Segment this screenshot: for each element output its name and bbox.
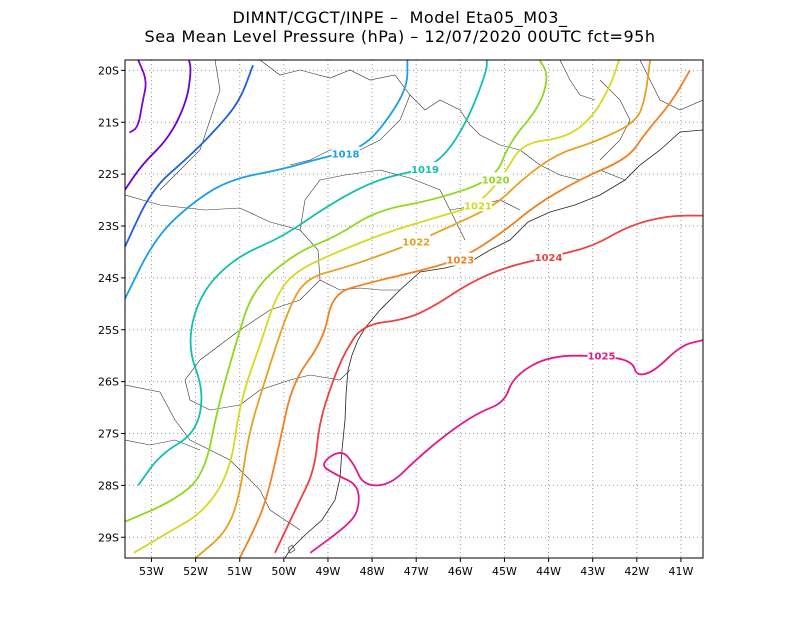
- y-tick-label: 26S: [98, 376, 119, 389]
- isobar-1024: [274, 214, 703, 554]
- isobar-label-1025: 1025: [588, 352, 616, 363]
- isobar-label-1018: 1018: [332, 149, 360, 160]
- isobar-label-1024: 1024: [535, 253, 563, 264]
- isobar-1015: [128, 60, 147, 134]
- isobar-label-bg: [446, 252, 475, 266]
- isobar-label-bg: [411, 161, 440, 175]
- x-tick-label: 43W: [580, 565, 605, 578]
- chart-title-line-1: DIMNT/CGCT/INPE – Model Eta05_M03_: [232, 8, 568, 27]
- x-tick-label: 48W: [360, 565, 385, 578]
- y-tick-label: 23S: [98, 220, 119, 233]
- y-tick-label: 28S: [98, 479, 119, 492]
- x-tick-label: 44W: [536, 565, 561, 578]
- y-tick-label: 20S: [98, 64, 119, 77]
- x-tick-label: 53W: [139, 565, 164, 578]
- isobar-1016: [125, 60, 192, 191]
- isobar-label-bg: [481, 172, 510, 186]
- isobar-label-bg: [331, 146, 360, 160]
- island: [287, 544, 296, 554]
- y-tick-label: 25S: [98, 324, 119, 337]
- isobar-label-bg: [402, 234, 431, 248]
- x-tick-label: 49W: [316, 565, 341, 578]
- isobar-1018: [125, 60, 409, 299]
- x-tick-label: 51W: [227, 565, 252, 578]
- x-tick-label: 41W: [669, 565, 694, 578]
- plot-frame: [124, 59, 704, 559]
- y-tick-label: 29S: [98, 531, 119, 544]
- y-tick-label: 22S: [98, 168, 119, 181]
- x-axis: 53W 52W 51W 50W 49W 48W 47W 46W 45W 44W 43W 42W 41W: [139, 558, 693, 578]
- isobars: [125, 60, 703, 558]
- isobar-label-1022: 1022: [402, 238, 430, 249]
- isobar-label-1020: 1020: [482, 175, 510, 186]
- isobar-label-1021: 1021: [464, 201, 492, 212]
- x-tick-label: 52W: [183, 565, 208, 578]
- isobar-1017: [125, 64, 254, 248]
- y-tick-label: 21S: [98, 116, 119, 129]
- isobar-label-1023: 1023: [446, 256, 474, 267]
- isobar-1021: [133, 60, 621, 554]
- y-tick-label: 24S: [98, 272, 119, 285]
- isobar-1020: [125, 60, 548, 523]
- x-tick-label: 46W: [448, 565, 473, 578]
- x-tick-label: 42W: [624, 565, 649, 578]
- isobar-labels: 1018 1019 1020 1021 1022 1023 1024 1025: [331, 146, 616, 363]
- isobar-label-bg: [587, 348, 616, 362]
- chart-title-line-2: Sea Mean Level Pressure (hPa) – 12/07/20…: [144, 27, 656, 46]
- x-tick-label: 45W: [492, 565, 517, 578]
- y-tick-label: 27S: [98, 428, 119, 441]
- x-tick-label: 50W: [271, 565, 296, 578]
- state-borders: [125, 60, 703, 531]
- x-tick-label: 47W: [404, 565, 429, 578]
- y-axis: 20S 21S 22S 23S 24S 25S 26S 27S 28S 29S: [98, 64, 125, 544]
- isobar-1019: [137, 60, 488, 486]
- isobar-label-1019: 1019: [411, 165, 439, 176]
- isobar-label-bg: [463, 198, 492, 212]
- isobar-1023: [238, 69, 691, 558]
- isobar-label-bg: [534, 250, 563, 264]
- isobar-1022: [195, 60, 651, 558]
- isobar-1025: [309, 339, 703, 554]
